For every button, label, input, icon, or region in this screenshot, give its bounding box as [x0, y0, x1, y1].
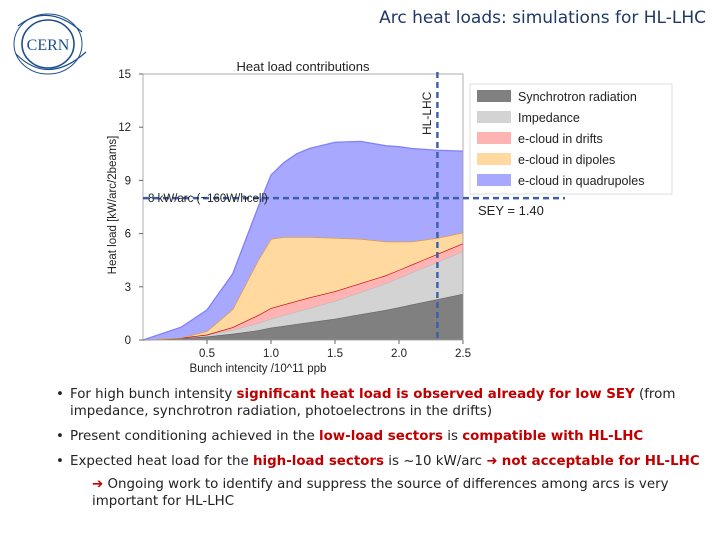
hl-lhc-label: HL-LHC: [420, 91, 434, 135]
y-axis-label: Heat load [kW/arc/2beams]: [107, 136, 119, 275]
right-arrow-icon: ➜: [486, 454, 498, 469]
area-e-cloud-in-dipoles: [143, 232, 463, 340]
slide-title: Arc heat loads: simulations for HL-LHC: [379, 8, 706, 28]
area-synchrotron-radiation: [143, 293, 463, 340]
cern-logo-text: CERN: [27, 37, 70, 54]
sey-label: SEY = 1.40: [478, 203, 544, 218]
area-edge-e-cloud-in-dipoles: [142, 232, 464, 341]
bullet-list: • For high bunch intensity significant h…: [56, 386, 706, 510]
sub-bullet-item: ➔ Ongoing work to identify and suppress …: [92, 477, 669, 509]
cern-logo: CERN: [13, 13, 87, 75]
legend-label: e-cloud in drifts: [518, 132, 603, 146]
legend-swatch: [477, 174, 511, 186]
legend-label: e-cloud in quadrupoles: [518, 174, 644, 188]
x-axis-label: Bunch intencity /10^11 ppb: [190, 363, 327, 375]
bullet-item: • For high bunch intensity significant h…: [56, 387, 676, 419]
heat-load-chart: Heat load contributions Heat load [kW/ar…: [107, 59, 673, 375]
y-tick-label: 6: [125, 229, 131, 241]
y-tick-label: 15: [118, 69, 131, 81]
legend-swatch: [477, 90, 511, 102]
legend-swatch: [477, 111, 511, 123]
x-tick-label: 1.0: [263, 348, 279, 360]
chart-title: Heat load contributions: [237, 59, 370, 74]
x-tick-label: 2.5: [455, 348, 471, 360]
bullet-item: • Expected heat load for the high-load s…: [56, 454, 700, 469]
legend-label: Impedance: [518, 111, 580, 125]
area-edge-e-cloud-in-quadrupoles: [142, 140, 464, 341]
plot-frame: [142, 73, 464, 341]
y-tick-label: 0: [125, 335, 131, 347]
legend-swatch: [477, 132, 511, 144]
legend-label: e-cloud in dipoles: [518, 153, 615, 167]
y-tick-label: 3: [125, 282, 131, 294]
y-tick-label: 12: [118, 122, 131, 134]
area-impedance: [143, 251, 463, 340]
y-tick-label: 9: [125, 175, 131, 187]
x-tick-label: 2.0: [391, 348, 407, 360]
legend-label: Synchrotron radiation: [518, 90, 637, 104]
bullet-item: • Present conditioning achieved in the l…: [56, 429, 644, 444]
x-tick-label: 0.5: [199, 348, 215, 360]
area-e-cloud-in-quadrupoles: [143, 141, 463, 340]
right-arrow-icon: ➔: [92, 477, 104, 492]
x-tick-label: 1.5: [327, 348, 343, 360]
threshold-label: 8 kW/arc (~160W/hcell): [148, 193, 268, 205]
legend-swatch: [477, 153, 511, 165]
